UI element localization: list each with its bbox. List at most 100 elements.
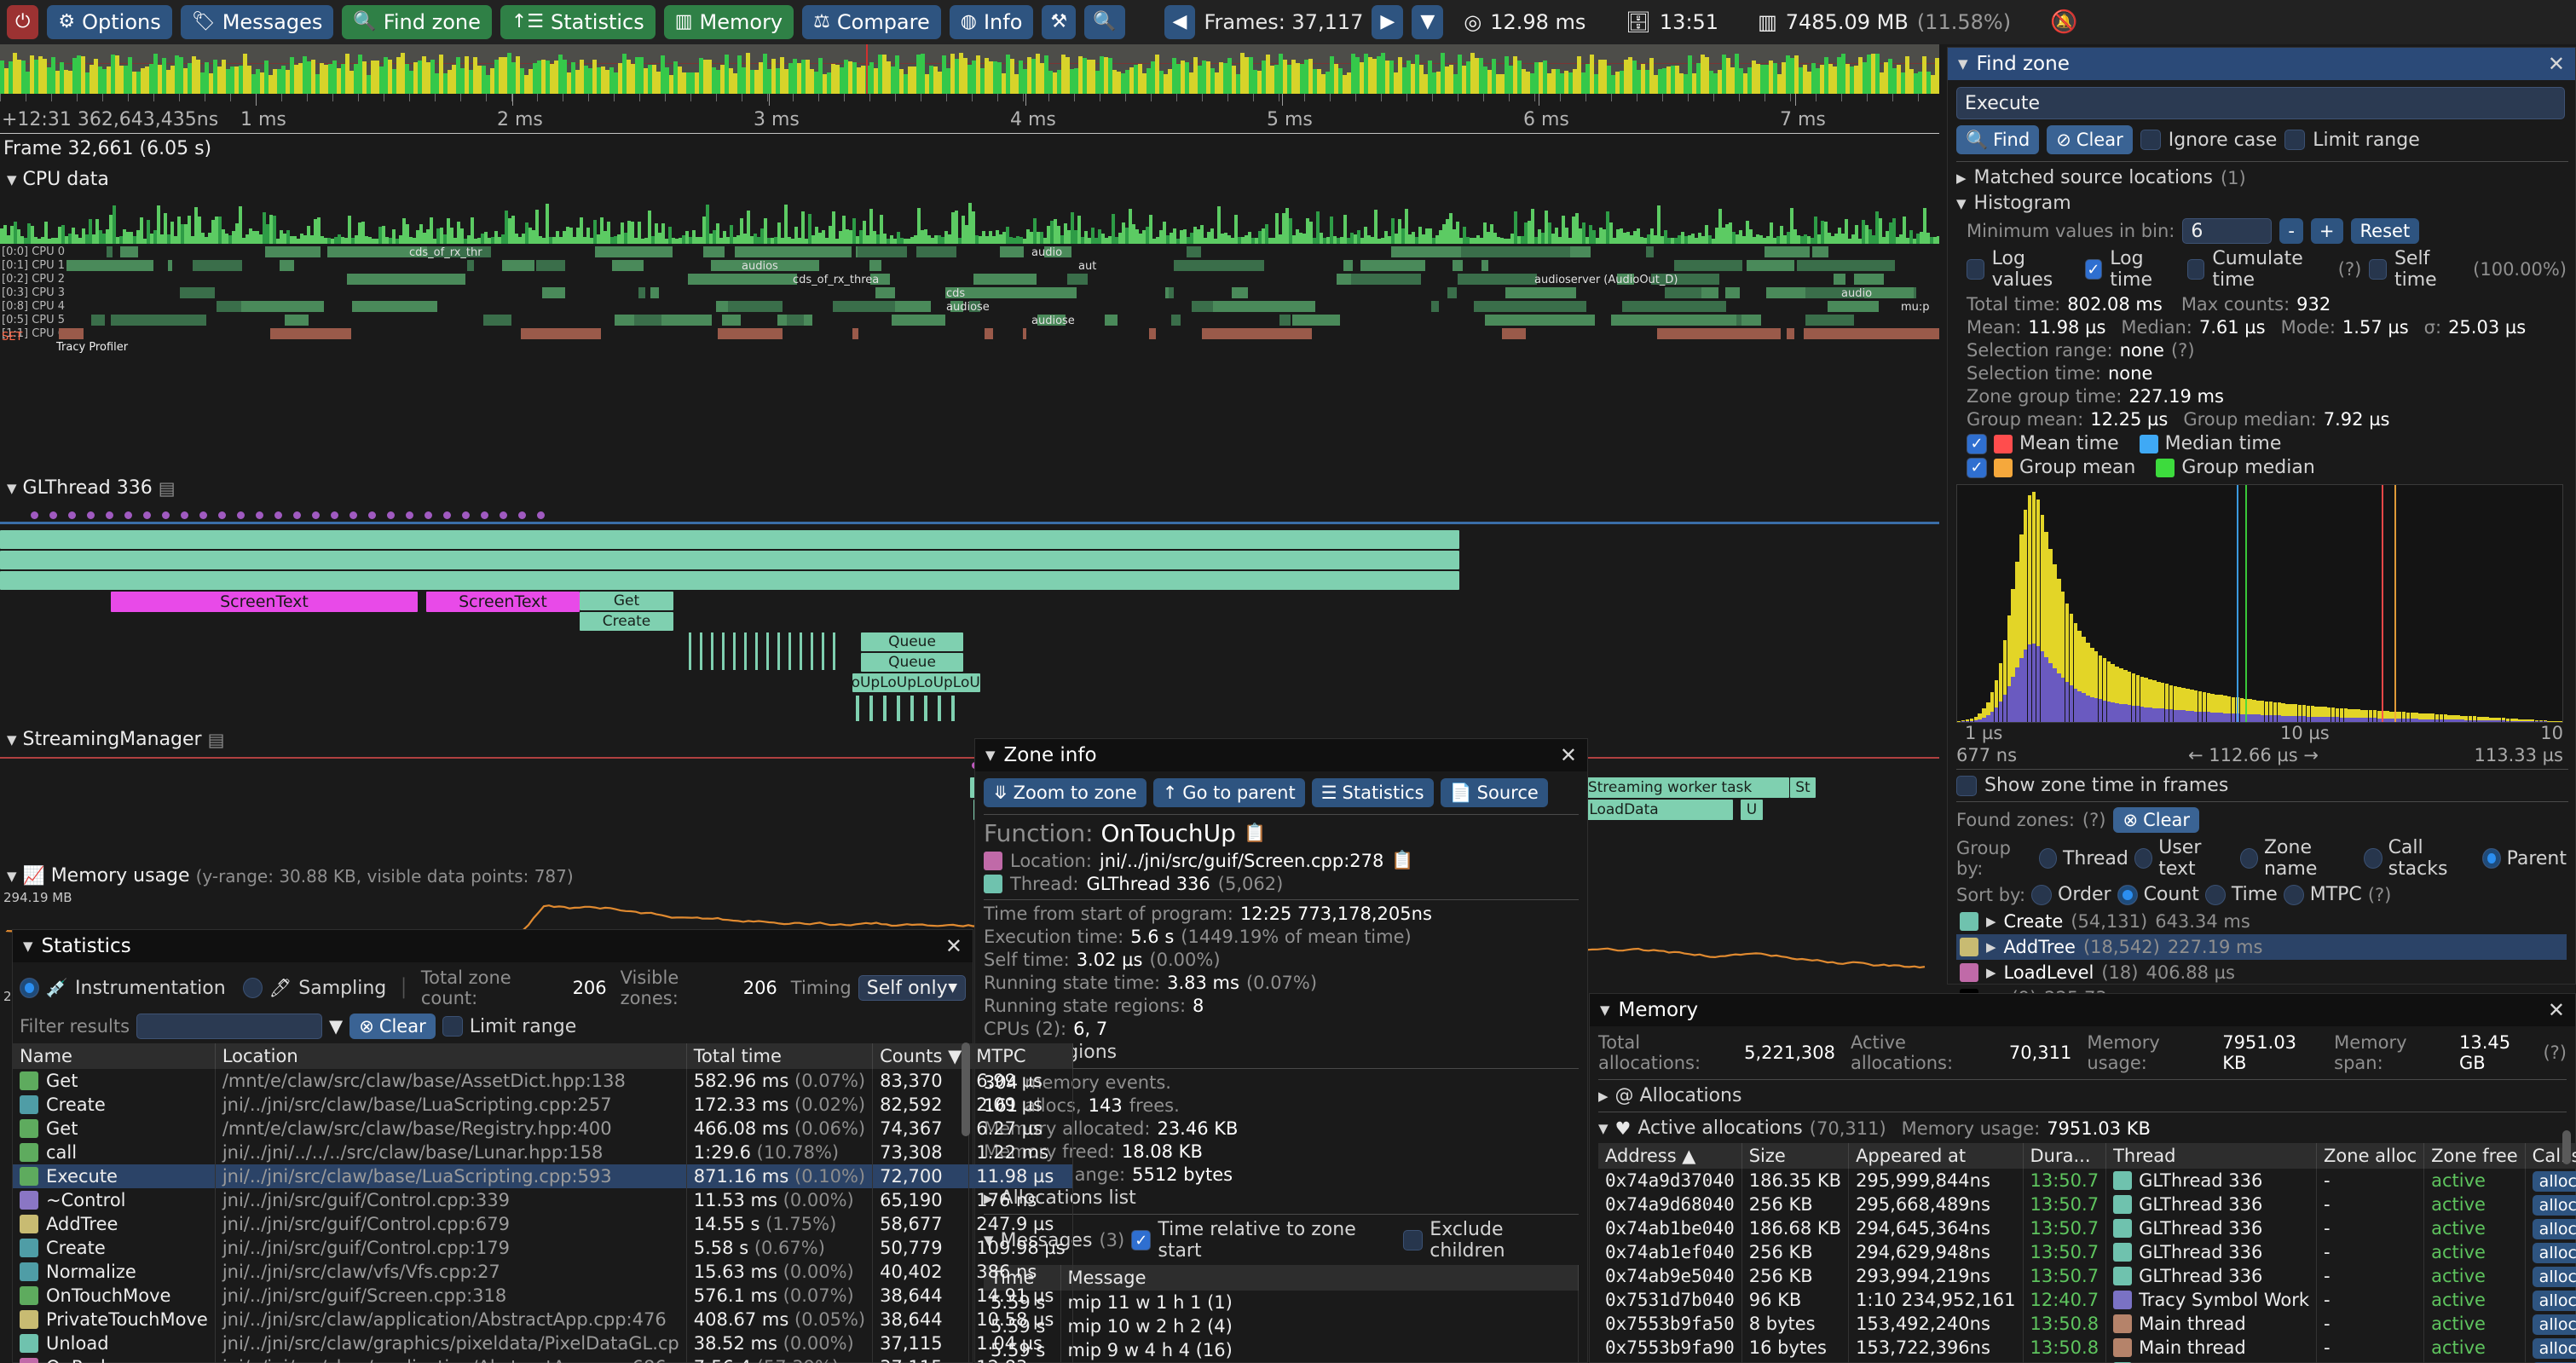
cpu-context-block[interactable] xyxy=(1805,315,1854,326)
memory-column-header[interactable]: Thread xyxy=(2105,1143,2318,1169)
cpu-context-block[interactable] xyxy=(1350,274,1422,285)
zone-marker-dot[interactable] xyxy=(237,511,245,519)
cpu-context-block[interactable] xyxy=(1616,274,1634,285)
statistics-column-header[interactable]: Counts ▼ xyxy=(872,1043,970,1069)
zone-marker-dot[interactable] xyxy=(124,511,132,519)
group-by-radio-call-stacks[interactable] xyxy=(2364,848,2383,869)
zone-marker-dot[interactable] xyxy=(87,511,95,519)
cpu-context-block[interactable] xyxy=(1724,287,1740,298)
self-time-checkbox[interactable] xyxy=(2369,259,2387,280)
cpu-context-block[interactable] xyxy=(1651,274,1720,285)
timeline-zone-thin[interactable] xyxy=(766,632,769,670)
cpu-context-block[interactable] xyxy=(1171,315,1181,326)
cpu-context-block[interactable] xyxy=(352,301,437,312)
clipboard-icon[interactable]: 📋 xyxy=(1391,850,1414,870)
cpu-context-block[interactable] xyxy=(265,246,321,257)
cpu-context-block[interactable] xyxy=(594,246,673,257)
cpu-context-block[interactable] xyxy=(1343,260,1354,271)
statistics-row[interactable]: Normalize jni/../jni/src/claw/vfs/Vfs.cpp… xyxy=(13,1260,1073,1284)
cpu-context-block[interactable] xyxy=(522,328,601,339)
sampling-radio[interactable] xyxy=(242,978,263,998)
cpu-context-block[interactable] xyxy=(180,287,216,298)
cpu-context-block[interactable] xyxy=(1678,301,1708,312)
zone-marker-dot[interactable] xyxy=(181,511,188,519)
cpu-context-block[interactable] xyxy=(857,246,907,257)
cpu-context-block[interactable] xyxy=(1192,301,1214,312)
timeline-zone[interactable]: Queue xyxy=(861,653,963,672)
cpu-context-block[interactable] xyxy=(91,315,106,326)
frame-dropdown-button[interactable]: ▼ xyxy=(1412,5,1444,39)
memory-table-header[interactable]: Address ▲ Size Appeared at Dura... Thread Zon… xyxy=(1598,1143,2576,1169)
zone-marker-dot[interactable] xyxy=(349,511,357,519)
group-mean-checkbox[interactable]: ✓ xyxy=(1967,457,1987,478)
glthread-zones[interactable]: PrivateTouchUpOnTouchUpcallScreenTextScr… xyxy=(0,477,1939,721)
cpu-context-block[interactable] xyxy=(1854,274,1885,285)
timeline-zone[interactable]: U xyxy=(1741,800,1763,820)
cpu-context-block[interactable] xyxy=(1787,328,1795,339)
memory-column-header[interactable]: Appeared at xyxy=(1848,1143,2024,1169)
cpu-context-block[interactable] xyxy=(1292,315,1340,326)
cpu-context-block[interactable] xyxy=(249,301,325,312)
active-allocations-section-row[interactable]: ▼ ♥ Active allocations (70,311) Memory u… xyxy=(1598,1118,2151,1139)
find-zone-button[interactable]: 🔍 Find zone xyxy=(342,5,492,39)
alloc-button[interactable]: alloc xyxy=(2532,1267,2576,1287)
timeline-zone[interactable] xyxy=(0,571,1459,590)
cpu-context-block[interactable] xyxy=(1430,301,1440,312)
cpu-context-block[interactable] xyxy=(1104,315,1118,326)
group-by-radio-thread[interactable] xyxy=(2038,848,2057,869)
cpu-context-block[interactable] xyxy=(1622,301,1726,312)
filter-icon[interactable]: ▼ xyxy=(329,1016,344,1037)
cpu-context-block[interactable] xyxy=(1484,315,1596,326)
cpu-context-block[interactable] xyxy=(852,328,858,339)
info-button[interactable]: ◍ Info xyxy=(949,5,1034,39)
statistics-column-header[interactable]: Location xyxy=(215,1043,687,1069)
statistics-table[interactable]: Name Location Total time Counts ▼ MTPC Get/m… xyxy=(13,1043,1073,1363)
alloc-button[interactable]: alloc xyxy=(2532,1338,2576,1359)
timeline-zone[interactable] xyxy=(0,530,1459,549)
chevron-down-icon[interactable]: ▼ xyxy=(985,748,996,763)
memory-row[interactable]: 0x74a9d37040 186.35 KB 295,999,844ns 13:50.… xyxy=(1598,1169,2576,1193)
message-column-header[interactable]: Message xyxy=(1060,1265,1579,1291)
limit-range-checkbox[interactable] xyxy=(2284,130,2306,150)
zone-marker-dot[interactable] xyxy=(312,511,320,519)
show-zone-time-checkbox[interactable] xyxy=(1956,775,1977,796)
time-relative-checkbox[interactable]: ✓ xyxy=(1131,1230,1152,1250)
zone-marker-dot[interactable] xyxy=(406,511,413,519)
timeline-zone-thin[interactable] xyxy=(869,696,873,721)
zone-info-panel[interactable]: ▼ Zone info ✕ ⤋ Zoom to zone ↑ Go to par… xyxy=(974,738,1588,1363)
zone-marker-dot[interactable] xyxy=(443,511,451,519)
bell-off-icon[interactable]: 🔕 xyxy=(2050,9,2078,35)
timeline-zone-thin[interactable] xyxy=(689,632,691,670)
cpu-context-block[interactable] xyxy=(483,315,511,326)
cpu-context-block[interactable] xyxy=(615,315,712,326)
find-zone-query-input[interactable]: Execute xyxy=(1956,87,2565,119)
memory-column-header[interactable]: Zone free xyxy=(2423,1143,2526,1169)
cpu-context-block[interactable] xyxy=(1279,315,1291,326)
cpu-context-block[interactable] xyxy=(285,315,309,326)
cpu-context-block[interactable] xyxy=(638,287,645,298)
memory-column-header[interactable]: Zone alloc xyxy=(2316,1143,2425,1169)
alloc-button[interactable]: alloc xyxy=(2532,1314,2576,1335)
cpu-context-block[interactable] xyxy=(1611,315,1669,326)
cpu-context-block[interactable] xyxy=(347,274,466,285)
timeline-zone-thin[interactable] xyxy=(924,696,927,721)
cpu-context-block[interactable] xyxy=(807,246,852,257)
cpu-context-block[interactable] xyxy=(1232,287,1248,298)
cpu-context-block[interactable] xyxy=(542,287,566,298)
statistics-column-header[interactable]: Name xyxy=(13,1043,216,1069)
cpu-context-block[interactable] xyxy=(1674,260,1742,271)
memory-column-header[interactable]: Call stack xyxy=(2525,1143,2576,1169)
statistics-row[interactable]: OnTouchMove jni/../jni/src/guif/Screen.cp… xyxy=(13,1284,1073,1308)
cpu-context-block[interactable] xyxy=(59,328,84,339)
memory-column-header[interactable]: Address ▲ xyxy=(1598,1143,1742,1169)
memory-column-header[interactable]: Dura... xyxy=(2023,1143,2107,1169)
cpu-context-block[interactable] xyxy=(650,287,660,298)
cpu-context-block[interactable] xyxy=(721,315,742,326)
cpu-context-block[interactable] xyxy=(1505,287,1576,298)
cpu-context-block[interactable] xyxy=(536,260,566,271)
chevron-down-icon[interactable]: ▼ xyxy=(1958,56,1968,72)
memory-row[interactable]: 0x74ab1be040 186.68 KB 294,645,364ns 13:50.… xyxy=(1598,1216,2576,1240)
cpu-context-block[interactable] xyxy=(950,301,964,312)
cpu-context-block[interactable] xyxy=(1205,301,1315,312)
cpu-context-block[interactable] xyxy=(327,246,437,257)
